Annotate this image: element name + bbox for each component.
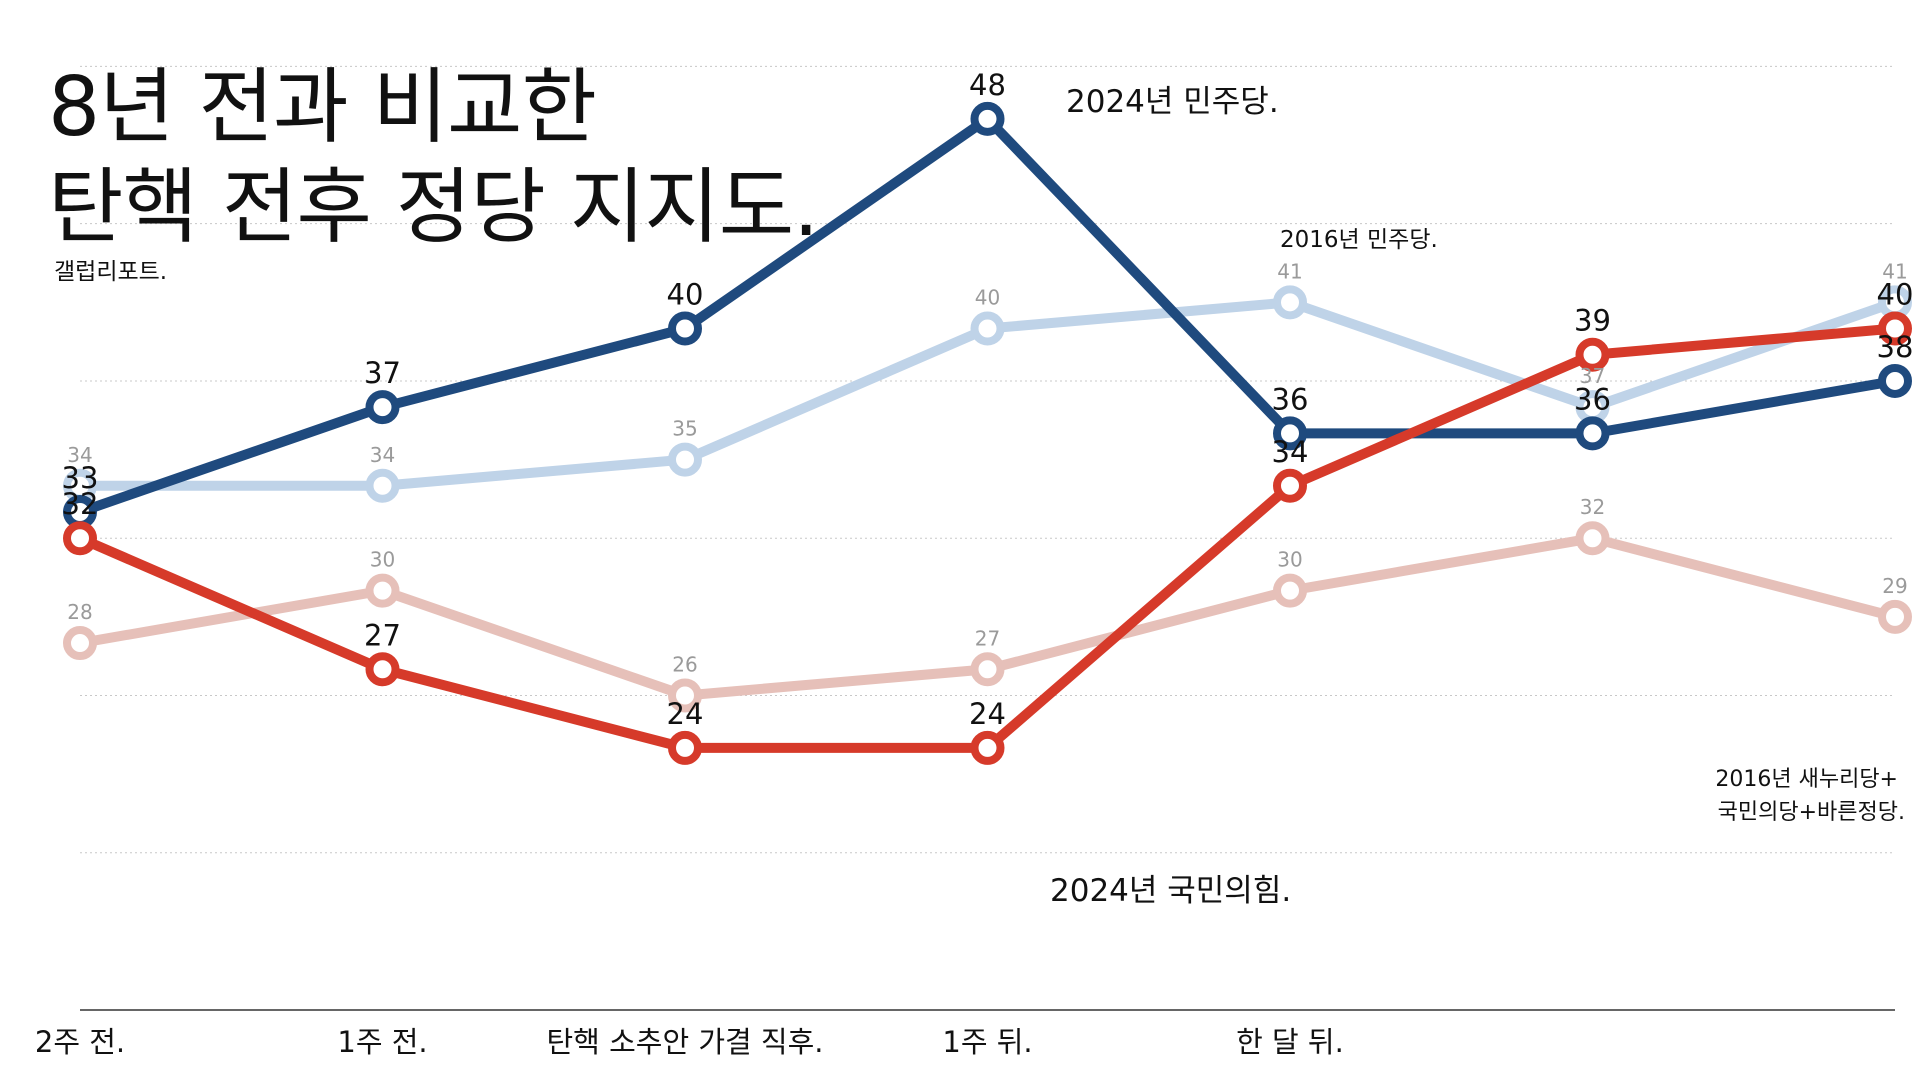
data-label: 27 [364, 618, 401, 652]
data-label: 37 [1580, 364, 1605, 388]
x-tick-label: 탄핵 소추안 가결 직후. [547, 1025, 824, 1059]
data-point [970, 311, 1005, 346]
series-label-2016-conservative-line2: 국민의당+바른정당. [1718, 800, 1905, 825]
data-point [1273, 285, 1307, 320]
data-point [1575, 337, 1610, 372]
x-tick-label: 2주 전. [35, 1025, 125, 1059]
data-label: 24 [969, 697, 1006, 731]
series-label-2016-democratic: 2016년 민주당. [1280, 227, 1438, 253]
data-label: 27 [975, 626, 1000, 650]
data-point [970, 101, 1005, 136]
data-label: 30 [370, 548, 395, 572]
data-point [1575, 521, 1610, 556]
data-label: 38 [1877, 330, 1914, 364]
data-label: 34 [67, 443, 92, 467]
data-point [365, 390, 400, 425]
data-point [1878, 363, 1912, 398]
data-point [1273, 416, 1307, 451]
data-point [365, 573, 400, 608]
data-point [365, 652, 400, 687]
data-label: 32 [1580, 495, 1605, 519]
series-label-2024-ppp: 2024년 국민의힘. [1050, 873, 1291, 909]
chart-title-line-2: 탄핵 전후 정당 지지도. [48, 160, 819, 255]
data-label: 35 [672, 417, 697, 441]
data-point [668, 442, 702, 477]
data-label: 24 [667, 697, 704, 731]
data-point [1878, 599, 1912, 634]
series-label-2016-conservative: 2016년 새누리당+ 국민의당+바른정당. [1715, 767, 1905, 825]
data-label: 28 [67, 600, 92, 624]
x-tick-label: 1주 뒤. [942, 1025, 1032, 1059]
data-point [63, 521, 97, 556]
data-point [970, 652, 1005, 687]
x-tick-label: 한 달 뒤. [1236, 1025, 1344, 1059]
series-label-2024-democratic: 2024년 민주당. [1066, 84, 1279, 120]
data-label: 40 [667, 278, 704, 312]
data-point [63, 626, 97, 661]
data-label: 32 [62, 487, 99, 521]
data-label: 34 [1272, 435, 1309, 469]
data-point [668, 730, 702, 765]
data-point [1878, 311, 1912, 346]
data-label: 41 [1882, 259, 1907, 283]
series-label-2016-conservative-line1: 2016년 새누리당+ [1715, 767, 1898, 792]
x-tick-label: 1주 전. [337, 1025, 427, 1059]
data-label: 40 [1877, 278, 1914, 312]
data-point [1575, 416, 1610, 451]
series-points [63, 101, 1912, 765]
data-point [1273, 468, 1307, 503]
data-point [1273, 573, 1307, 608]
data-label: 48 [969, 68, 1006, 102]
data-label: 29 [1882, 574, 1907, 598]
data-point [668, 678, 702, 713]
data-label: 40 [975, 286, 1000, 310]
source-note: 갤럽리포트. [54, 259, 168, 285]
data-label: 37 [364, 356, 401, 390]
data-label: 36 [1272, 382, 1309, 416]
data-point [668, 311, 702, 346]
x-tick-labels: 2주 전. 1주 전. 탄핵 소추안 가결 직후. 1주 뒤. 한 달 뒤. [35, 1025, 1344, 1059]
data-label: 30 [1277, 548, 1302, 572]
data-label: 34 [370, 443, 395, 467]
chart-title: 8년 전과 비교한 탄핵 전후 정당 지지도. [48, 58, 819, 258]
data-label: 39 [1574, 304, 1611, 338]
data-label: 41 [1277, 259, 1302, 283]
data-label: 36 [1574, 382, 1611, 416]
data-point [365, 468, 400, 503]
data-label: 26 [672, 652, 697, 676]
data-point [970, 730, 1005, 765]
chart-title-line-1: 8년 전과 비교한 [48, 60, 597, 155]
data-label: 33 [62, 461, 99, 495]
